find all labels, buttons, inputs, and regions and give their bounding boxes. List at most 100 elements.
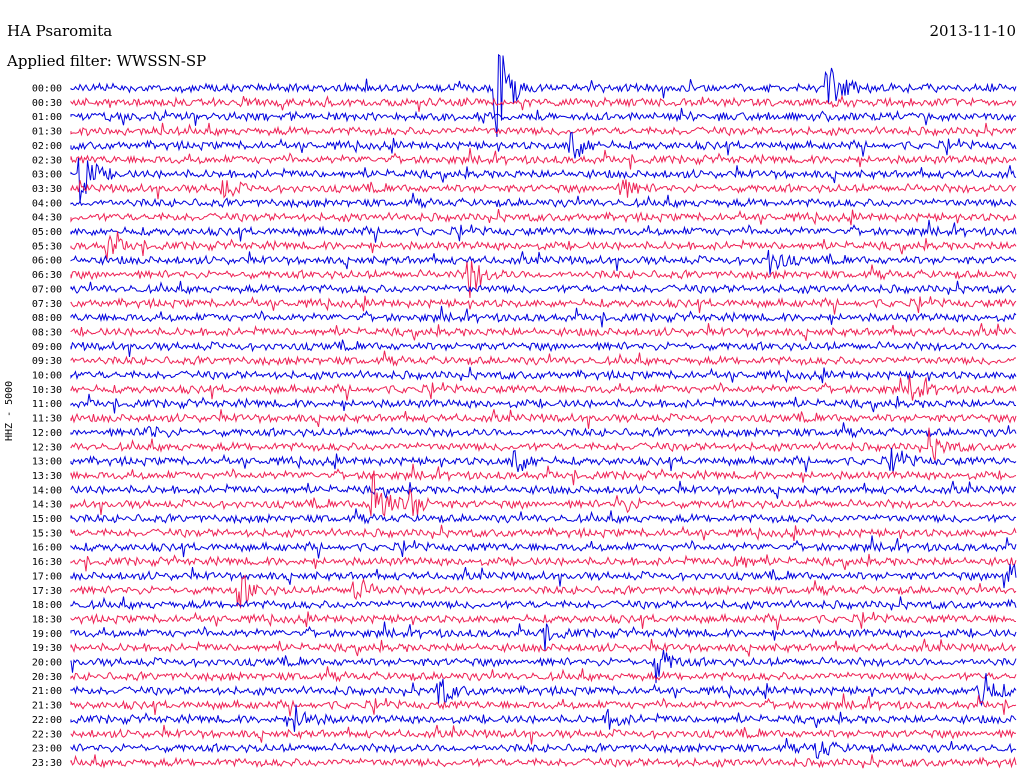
trace-line — [70, 563, 1017, 589]
trace-line — [70, 638, 1016, 657]
time-label: 22:00 — [32, 715, 62, 726]
time-label: 07:30 — [32, 299, 62, 310]
trace-line — [70, 666, 1017, 683]
trace-line — [70, 131, 1017, 159]
time-label: 20:00 — [32, 658, 62, 669]
trace-line — [70, 305, 1017, 328]
trace-line — [70, 219, 1017, 243]
trace-line — [70, 508, 1017, 525]
trace-line — [70, 611, 1017, 631]
trace-line — [70, 738, 1017, 760]
trace-line — [70, 260, 1017, 298]
trace-line — [70, 323, 1017, 341]
time-label: 16:30 — [32, 557, 62, 568]
time-label: 20:30 — [32, 672, 62, 683]
time-label: 03:00 — [32, 170, 62, 181]
time-label: 13:30 — [32, 471, 62, 482]
trace-line — [70, 339, 1017, 358]
trace-line — [70, 107, 1017, 126]
trace-line — [70, 754, 1017, 769]
time-label: 17:00 — [32, 571, 62, 582]
trace-line — [70, 350, 1016, 367]
trace-line — [70, 280, 1017, 295]
trace-line — [70, 553, 1017, 572]
trace-line — [70, 179, 1017, 200]
time-label: 06:30 — [32, 270, 62, 281]
time-label: 04:30 — [32, 213, 62, 224]
time-label: 19:00 — [32, 629, 62, 640]
trace-line — [70, 447, 1017, 473]
trace-line — [70, 53, 1017, 137]
time-label: 00:00 — [32, 84, 62, 95]
time-label: 09:00 — [32, 342, 62, 353]
trace-line — [70, 393, 1017, 414]
time-label: 23:30 — [32, 758, 62, 769]
time-label: 11:00 — [32, 399, 62, 410]
time-label: 14:30 — [32, 500, 62, 511]
trace-line — [70, 693, 1017, 717]
time-label: 02:30 — [32, 155, 62, 166]
time-label: 10:30 — [32, 385, 62, 396]
time-label: 08:00 — [32, 313, 62, 324]
time-label: 05:30 — [32, 241, 62, 252]
date-label: 2013-11-10 — [929, 22, 1016, 40]
time-label: 22:30 — [32, 729, 62, 740]
trace-line — [70, 480, 1017, 499]
trace-line — [70, 192, 1017, 209]
time-label: 01:30 — [32, 127, 62, 138]
time-label: 21:00 — [32, 686, 62, 697]
time-label: 18:00 — [32, 600, 62, 611]
time-label: 19:30 — [32, 643, 62, 654]
time-label: 17:30 — [32, 586, 62, 597]
trace-line — [70, 409, 1017, 429]
trace-line — [70, 157, 1017, 203]
trace-line — [70, 535, 1017, 559]
trace-line — [70, 673, 1017, 707]
trace-line — [70, 524, 1017, 542]
station-title: HA Psaromita — [7, 22, 113, 40]
filter-label: Applied filter: WWSSN-SP — [7, 52, 207, 70]
trace-line — [70, 231, 1017, 260]
time-label: 10:00 — [32, 371, 62, 382]
trace-line — [70, 366, 1017, 384]
time-label: 16:00 — [32, 543, 62, 554]
trace-line — [70, 94, 1017, 112]
time-label: 06:00 — [32, 256, 62, 267]
trace-line — [70, 422, 1017, 439]
trace-line — [70, 463, 1017, 486]
time-label: 23:00 — [32, 744, 62, 755]
trace-line — [70, 470, 1017, 517]
trace-line — [70, 122, 1017, 138]
time-label: 14:00 — [32, 485, 62, 496]
time-label: 02:00 — [32, 141, 62, 152]
time-label: 12:30 — [32, 442, 62, 453]
time-label: 13:00 — [32, 457, 62, 468]
time-label: 03:30 — [32, 184, 62, 195]
time-label: 04:00 — [32, 198, 62, 209]
trace-line — [70, 249, 1017, 275]
time-label: 08:30 — [32, 327, 62, 338]
time-label: 12:00 — [32, 428, 62, 439]
trace-line — [70, 209, 1017, 226]
time-label: 01:00 — [32, 112, 62, 123]
trace-line — [70, 574, 1017, 609]
trace-line — [70, 375, 1017, 401]
trace-line — [70, 295, 1017, 315]
time-label: 18:30 — [32, 614, 62, 625]
time-label: 07:00 — [32, 284, 62, 295]
trace-line — [70, 148, 1017, 170]
trace-line — [70, 649, 1017, 684]
time-label: 05:00 — [32, 227, 62, 238]
time-label: 15:00 — [32, 514, 62, 525]
trace-line — [70, 596, 1017, 611]
trace-line — [70, 724, 1017, 745]
time-label: 21:30 — [32, 701, 62, 712]
time-label: 11:30 — [32, 414, 62, 425]
time-label: 00:30 — [32, 98, 62, 109]
time-label: 09:30 — [32, 356, 62, 367]
trace-line — [70, 704, 1017, 732]
time-label: 15:30 — [32, 528, 62, 539]
trace-line — [70, 427, 1017, 462]
trace-line — [70, 621, 1017, 652]
